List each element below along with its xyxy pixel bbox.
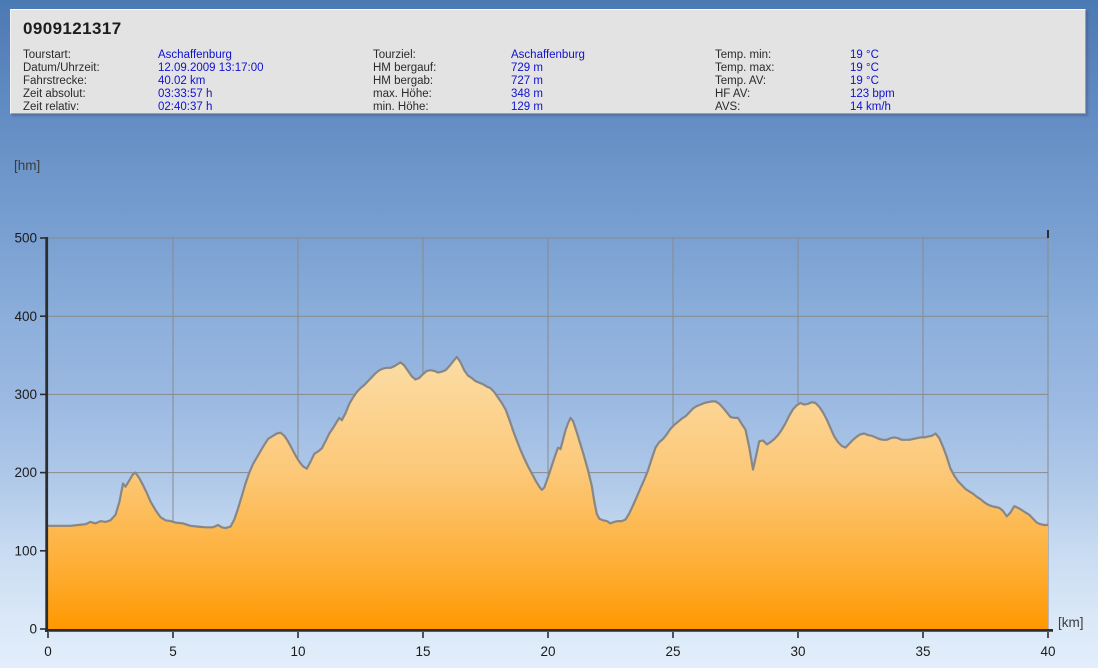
- summary-row: Zeit relativ: 02:40:37 h: [23, 101, 264, 114]
- y-axis-tick-label: 500: [14, 231, 37, 246]
- summary-label: Zeit relativ:: [23, 100, 80, 113]
- summary-value: 727 m: [511, 74, 543, 87]
- summary-row: Datum/Uhrzeit: 12.09.2009 13:17:00: [23, 62, 264, 75]
- summary-value: 129 m: [511, 100, 543, 113]
- summary-label: Datum/Uhrzeit:: [23, 61, 100, 74]
- summary-row: max. Höhe: 348 m: [373, 88, 585, 101]
- summary-row: HF AV: 123 bpm: [715, 88, 895, 101]
- summary-row: Temp. min: 19 °C: [715, 49, 895, 62]
- summary-row: Fahrstrecke: 40.02 km: [23, 75, 264, 88]
- summary-value: 19 °C: [850, 49, 879, 61]
- summary-value: 123 bpm: [850, 87, 895, 100]
- summary-label: AVS:: [715, 100, 741, 113]
- summary-row: Zeit absolut: 03:33:57 h: [23, 88, 264, 101]
- summary-value: 12.09.2009 13:17:00: [158, 61, 264, 74]
- summary-value: Aschaffenburg: [511, 49, 585, 61]
- tour-id-title: 0909121317: [23, 19, 122, 38]
- summary-column-right: Temp. min: 19 °C Temp. max: 19 °C Temp. AV…: [715, 49, 895, 114]
- summary-label: min. Höhe:: [373, 100, 429, 113]
- y-axis-tick-label: 100: [14, 543, 37, 558]
- summary-label: Temp. max:: [715, 61, 775, 74]
- summary-row: Tourstart: Aschaffenburg: [23, 49, 264, 62]
- summary-label: max. Höhe:: [373, 87, 432, 100]
- summary-label: HF AV:: [715, 87, 751, 100]
- y-axis-tick-label: 200: [14, 465, 37, 480]
- summary-value: 348 m: [511, 87, 543, 100]
- summary-value: 19 °C: [850, 74, 879, 87]
- summary-value: 19 °C: [850, 61, 879, 74]
- summary-value: 40.02 km: [158, 74, 206, 87]
- y-axis-tick-label: 400: [14, 309, 37, 324]
- summary-value: 02:40:37 h: [158, 100, 213, 113]
- tour-summary-panel: 0909121317 Tourstart: Aschaffenburg Datum…: [10, 9, 1086, 114]
- summary-row: AVS: 14 km/h: [715, 101, 895, 114]
- x-axis-tick-label: 15: [415, 644, 430, 659]
- summary-column-middle: Tourziel: Aschaffenburg HM bergauf: 729 m …: [373, 49, 585, 114]
- summary-value: 729 m: [511, 61, 543, 74]
- summary-value: Aschaffenburg: [158, 49, 232, 61]
- summary-label: Tourziel:: [373, 49, 416, 61]
- summary-row: min. Höhe: 129 m: [373, 101, 585, 114]
- x-axis-tick-label: 0: [44, 644, 52, 659]
- y-axis-unit-label: [hm]: [14, 158, 40, 173]
- summary-label: HM bergab:: [373, 74, 434, 87]
- x-axis-tick-label: 25: [665, 644, 680, 659]
- x-axis-unit-label: [km]: [1058, 615, 1084, 630]
- elevation-line: [48, 355, 1048, 530]
- y-axis-tick-label: 300: [14, 387, 37, 402]
- summary-row: Tourziel: Aschaffenburg: [373, 49, 585, 62]
- x-axis-tick-label: 35: [915, 644, 930, 659]
- summary-column-left: Tourstart: Aschaffenburg Datum/Uhrzeit: 12…: [23, 49, 264, 114]
- summary-row: Temp. AV: 19 °C: [715, 75, 895, 88]
- elevation-area: [48, 356, 1048, 629]
- summary-label: Tourstart:: [23, 49, 71, 61]
- x-axis-tick-label: 40: [1040, 644, 1055, 659]
- summary-row: HM bergab: 727 m: [373, 75, 585, 88]
- summary-label: Temp. min:: [715, 49, 772, 61]
- x-axis-tick-label: 30: [790, 644, 805, 659]
- summary-label: Zeit absolut:: [23, 87, 86, 100]
- x-axis-tick-label: 20: [540, 644, 555, 659]
- y-axis-tick-label: 0: [29, 622, 37, 637]
- summary-label: HM bergauf:: [373, 61, 437, 74]
- x-axis-tick-label: 5: [169, 644, 177, 659]
- x-axis-tick-label: 10: [290, 644, 305, 659]
- summary-value: 03:33:57 h: [158, 87, 213, 100]
- summary-label: Temp. AV:: [715, 74, 767, 87]
- summary-row: Temp. max: 19 °C: [715, 62, 895, 75]
- summary-value: 14 km/h: [850, 100, 891, 113]
- summary-row: HM bergauf: 729 m: [373, 62, 585, 75]
- summary-label: Fahrstrecke:: [23, 74, 87, 87]
